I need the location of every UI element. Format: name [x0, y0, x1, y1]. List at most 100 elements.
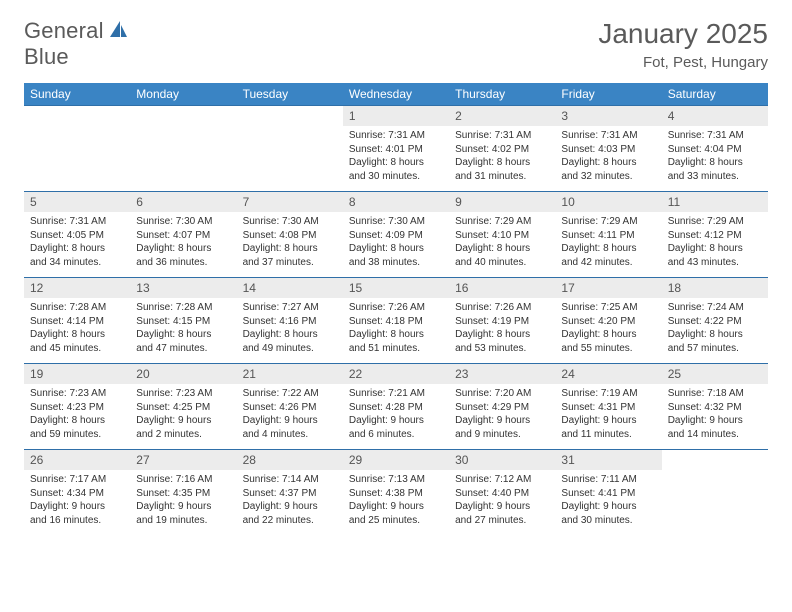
day-header: Tuesday: [237, 83, 343, 106]
day-header: Sunday: [24, 83, 130, 106]
day-number: 13: [130, 278, 236, 298]
day-info: Sunrise: 7:31 AMSunset: 4:05 PMDaylight:…: [24, 212, 130, 273]
calendar-day-cell: 9Sunrise: 7:29 AMSunset: 4:10 PMDaylight…: [449, 192, 555, 278]
sail-icon: [108, 19, 128, 44]
day-dl2: and 33 minutes.: [668, 170, 762, 184]
day-sunrise: Sunrise: 7:27 AM: [243, 301, 337, 315]
day-info: Sunrise: 7:14 AMSunset: 4:37 PMDaylight:…: [237, 470, 343, 531]
day-sunset: Sunset: 4:40 PM: [455, 487, 549, 501]
day-dl2: and 2 minutes.: [136, 428, 230, 442]
calendar-day-cell: 2Sunrise: 7:31 AMSunset: 4:02 PMDaylight…: [449, 106, 555, 192]
day-sunrise: Sunrise: 7:25 AM: [561, 301, 655, 315]
day-sunrise: Sunrise: 7:28 AM: [136, 301, 230, 315]
calendar-week-row: 1Sunrise: 7:31 AMSunset: 4:01 PMDaylight…: [24, 106, 768, 192]
day-dl1: Daylight: 8 hours: [136, 242, 230, 256]
day-number: 18: [662, 278, 768, 298]
day-sunset: Sunset: 4:11 PM: [561, 229, 655, 243]
location-text: Fot, Pest, Hungary: [598, 54, 768, 71]
day-dl2: and 4 minutes.: [243, 428, 337, 442]
day-sunrise: Sunrise: 7:26 AM: [455, 301, 549, 315]
day-sunset: Sunset: 4:38 PM: [349, 487, 443, 501]
day-number: 24: [555, 364, 661, 384]
day-sunset: Sunset: 4:08 PM: [243, 229, 337, 243]
calendar-day-cell: 8Sunrise: 7:30 AMSunset: 4:09 PMDaylight…: [343, 192, 449, 278]
day-info: Sunrise: 7:31 AMSunset: 4:02 PMDaylight:…: [449, 126, 555, 187]
day-dl2: and 47 minutes.: [136, 342, 230, 356]
day-info: Sunrise: 7:29 AMSunset: 4:12 PMDaylight:…: [662, 212, 768, 273]
day-sunrise: Sunrise: 7:20 AM: [455, 387, 549, 401]
calendar-day-cell: 10Sunrise: 7:29 AMSunset: 4:11 PMDayligh…: [555, 192, 661, 278]
day-number: 17: [555, 278, 661, 298]
day-sunset: Sunset: 4:05 PM: [30, 229, 124, 243]
day-info: Sunrise: 7:22 AMSunset: 4:26 PMDaylight:…: [237, 384, 343, 445]
day-info: Sunrise: 7:19 AMSunset: 4:31 PMDaylight:…: [555, 384, 661, 445]
day-dl2: and 49 minutes.: [243, 342, 337, 356]
day-info: Sunrise: 7:13 AMSunset: 4:38 PMDaylight:…: [343, 470, 449, 531]
day-info: Sunrise: 7:26 AMSunset: 4:19 PMDaylight:…: [449, 298, 555, 359]
day-dl2: and 25 minutes.: [349, 514, 443, 528]
calendar-day-cell: 27Sunrise: 7:16 AMSunset: 4:35 PMDayligh…: [130, 450, 236, 536]
day-number: 12: [24, 278, 130, 298]
day-info: Sunrise: 7:21 AMSunset: 4:28 PMDaylight:…: [343, 384, 449, 445]
day-info: Sunrise: 7:11 AMSunset: 4:41 PMDaylight:…: [555, 470, 661, 531]
calendar-day-cell: [237, 106, 343, 192]
day-dl2: and 36 minutes.: [136, 256, 230, 270]
day-number: 10: [555, 192, 661, 212]
brand-word-blue: Blue: [24, 44, 69, 69]
day-number: 14: [237, 278, 343, 298]
title-block: January 2025 Fot, Pest, Hungary: [598, 18, 768, 71]
day-dl2: and 37 minutes.: [243, 256, 337, 270]
calendar-day-cell: 28Sunrise: 7:14 AMSunset: 4:37 PMDayligh…: [237, 450, 343, 536]
day-number: 21: [237, 364, 343, 384]
day-dl2: and 40 minutes.: [455, 256, 549, 270]
day-number: 3: [555, 106, 661, 126]
brand-word-general: General: [24, 18, 104, 44]
day-sunrise: Sunrise: 7:29 AM: [561, 215, 655, 229]
day-sunset: Sunset: 4:16 PM: [243, 315, 337, 329]
day-dl1: Daylight: 8 hours: [561, 328, 655, 342]
day-info: Sunrise: 7:29 AMSunset: 4:11 PMDaylight:…: [555, 212, 661, 273]
day-sunset: Sunset: 4:07 PM: [136, 229, 230, 243]
day-info: Sunrise: 7:18 AMSunset: 4:32 PMDaylight:…: [662, 384, 768, 445]
calendar-day-cell: 11Sunrise: 7:29 AMSunset: 4:12 PMDayligh…: [662, 192, 768, 278]
day-dl1: Daylight: 9 hours: [136, 414, 230, 428]
day-sunrise: Sunrise: 7:28 AM: [30, 301, 124, 315]
day-sunrise: Sunrise: 7:12 AM: [455, 473, 549, 487]
day-dl1: Daylight: 8 hours: [561, 242, 655, 256]
day-info: Sunrise: 7:16 AMSunset: 4:35 PMDaylight:…: [130, 470, 236, 531]
day-dl1: Daylight: 8 hours: [136, 328, 230, 342]
day-sunset: Sunset: 4:34 PM: [30, 487, 124, 501]
day-dl1: Daylight: 8 hours: [668, 242, 762, 256]
calendar-day-cell: 31Sunrise: 7:11 AMSunset: 4:41 PMDayligh…: [555, 450, 661, 536]
day-dl1: Daylight: 8 hours: [561, 156, 655, 170]
day-dl2: and 45 minutes.: [30, 342, 124, 356]
day-dl1: Daylight: 9 hours: [455, 500, 549, 514]
day-number: 19: [24, 364, 130, 384]
calendar-day-cell: 24Sunrise: 7:19 AMSunset: 4:31 PMDayligh…: [555, 364, 661, 450]
day-sunset: Sunset: 4:35 PM: [136, 487, 230, 501]
day-dl2: and 59 minutes.: [30, 428, 124, 442]
day-sunset: Sunset: 4:09 PM: [349, 229, 443, 243]
day-sunset: Sunset: 4:10 PM: [455, 229, 549, 243]
day-dl2: and 51 minutes.: [349, 342, 443, 356]
day-dl1: Daylight: 9 hours: [349, 500, 443, 514]
day-info: Sunrise: 7:17 AMSunset: 4:34 PMDaylight:…: [24, 470, 130, 531]
day-dl1: Daylight: 8 hours: [30, 414, 124, 428]
day-sunset: Sunset: 4:31 PM: [561, 401, 655, 415]
day-sunrise: Sunrise: 7:24 AM: [668, 301, 762, 315]
calendar-day-cell: 25Sunrise: 7:18 AMSunset: 4:32 PMDayligh…: [662, 364, 768, 450]
day-sunset: Sunset: 4:01 PM: [349, 143, 443, 157]
day-dl1: Daylight: 8 hours: [30, 328, 124, 342]
day-dl1: Daylight: 8 hours: [30, 242, 124, 256]
day-number: 4: [662, 106, 768, 126]
day-dl2: and 42 minutes.: [561, 256, 655, 270]
day-sunrise: Sunrise: 7:29 AM: [455, 215, 549, 229]
day-info: Sunrise: 7:30 AMSunset: 4:07 PMDaylight:…: [130, 212, 236, 273]
calendar-day-cell: [662, 450, 768, 536]
calendar-week-row: 5Sunrise: 7:31 AMSunset: 4:05 PMDaylight…: [24, 192, 768, 278]
day-sunset: Sunset: 4:29 PM: [455, 401, 549, 415]
day-dl1: Daylight: 9 hours: [243, 500, 337, 514]
day-sunset: Sunset: 4:04 PM: [668, 143, 762, 157]
calendar-day-cell: 19Sunrise: 7:23 AMSunset: 4:23 PMDayligh…: [24, 364, 130, 450]
day-header: Wednesday: [343, 83, 449, 106]
